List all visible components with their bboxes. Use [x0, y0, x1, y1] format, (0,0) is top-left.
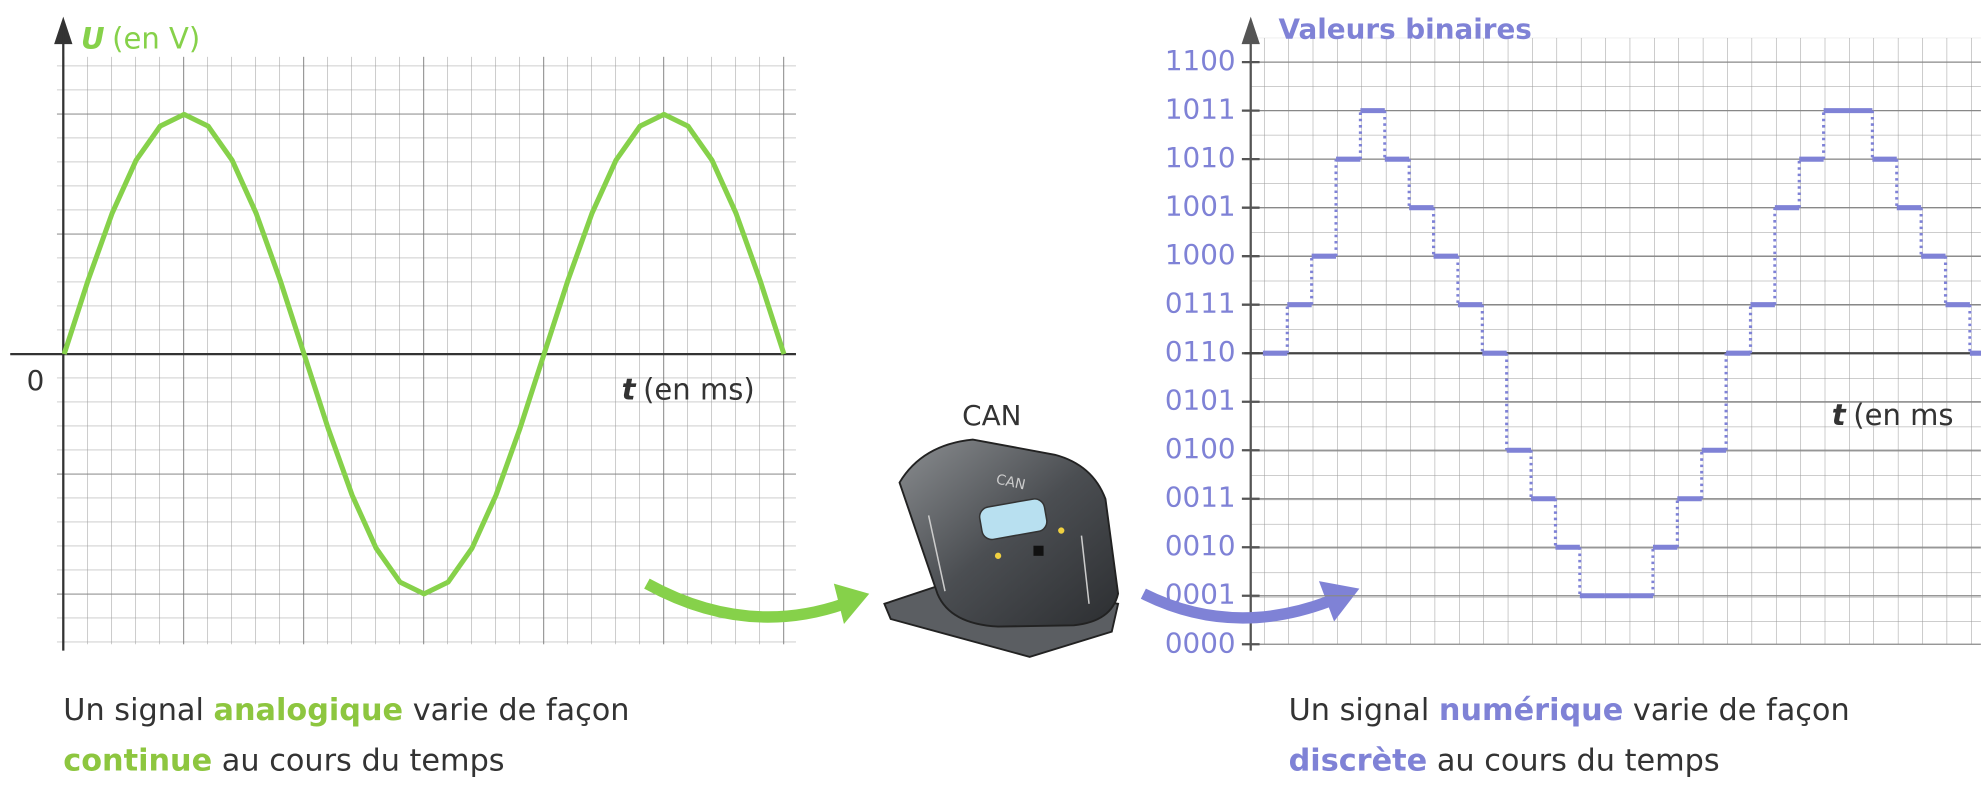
x-label-symbol: t — [1832, 398, 1847, 432]
caption: discrète au cours du temps — [1289, 743, 1720, 778]
figure: CAN CAN 0U(en V)t(en ms)0000000100100011… — [0, 0, 1981, 787]
caption-part: Un signal — [1289, 693, 1439, 728]
y-tick-label: 1100 — [1165, 44, 1236, 77]
x-label-symbol: t — [622, 373, 637, 407]
grid-minor — [1251, 38, 1981, 644]
y-tick-label: 0000 — [1165, 626, 1236, 659]
y-tick-label: 1011 — [1165, 93, 1236, 126]
caption-part: Un signal — [63, 693, 213, 728]
y-axis-label: U(en V) — [81, 21, 200, 55]
y-label-unit: (en V) — [112, 21, 200, 55]
device-label: CAN — [962, 399, 1021, 432]
caption-part: varie de façon — [1623, 693, 1849, 728]
y-tick-label: 0001 — [1165, 578, 1236, 611]
x-label-unit: (en ms — [1853, 398, 1953, 432]
caption: Un signal analogique varie de façon — [63, 693, 629, 728]
y-label-symbol: U — [81, 21, 105, 55]
grid-major — [57, 57, 796, 644]
caption: Un signal numérique varie de façon — [1289, 693, 1850, 728]
caption-part: discrète — [1289, 743, 1428, 778]
caption: continue au cours du temps — [63, 743, 504, 778]
y-tick-label: 0101 — [1165, 384, 1236, 417]
caption-part: continue — [63, 743, 212, 778]
y-tick-label: 1000 — [1165, 238, 1236, 271]
caption-part: varie de façon — [403, 693, 629, 728]
caption-part: au cours du temps — [1427, 743, 1719, 778]
y-tick-label: 0111 — [1165, 287, 1236, 320]
caption-part: numérique — [1439, 693, 1623, 728]
y-tick-label: 1001 — [1165, 190, 1236, 223]
page: {"chart_data": [ {"type": "line", "y_lab… — [0, 0, 1981, 787]
y-tick-label: 0011 — [1165, 481, 1236, 514]
caption-part: analogique — [214, 693, 404, 728]
arrow-head — [834, 584, 869, 624]
y-tick-label: 0110 — [1165, 335, 1236, 368]
y-tick-label: 0 — [27, 364, 45, 397]
x-label-unit: (en ms) — [643, 373, 755, 407]
y-tick-label: 1010 — [1165, 141, 1236, 174]
y-tick-label: 0010 — [1165, 529, 1236, 562]
y-tick-label: 0100 — [1165, 432, 1236, 465]
y-axis-label: Valeurs binaires — [1279, 12, 1532, 45]
caption-part: au cours du temps — [212, 743, 504, 778]
